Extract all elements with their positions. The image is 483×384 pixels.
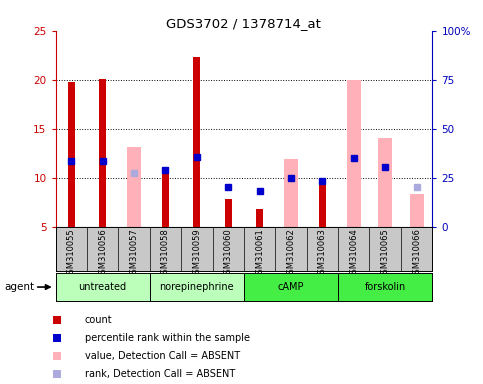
Bar xyxy=(68,82,75,227)
Text: rank, Detection Call = ABSENT: rank, Detection Call = ABSENT xyxy=(85,369,235,379)
Bar xyxy=(410,194,424,227)
Bar xyxy=(256,209,263,227)
Text: count: count xyxy=(85,315,112,325)
Text: agent: agent xyxy=(5,282,35,292)
Bar xyxy=(99,79,106,227)
Bar xyxy=(347,80,361,227)
Text: percentile rank within the sample: percentile rank within the sample xyxy=(85,333,250,343)
Bar xyxy=(193,57,200,227)
Text: GSM310063: GSM310063 xyxy=(318,228,327,279)
Bar xyxy=(284,159,298,227)
Text: GSM310061: GSM310061 xyxy=(255,228,264,279)
Bar xyxy=(244,273,338,301)
Text: GSM310062: GSM310062 xyxy=(286,228,296,279)
Text: untreated: untreated xyxy=(79,282,127,292)
Text: GSM310058: GSM310058 xyxy=(161,228,170,279)
Text: cAMP: cAMP xyxy=(278,282,304,292)
Text: GSM310059: GSM310059 xyxy=(192,228,201,278)
Bar xyxy=(127,147,141,227)
Text: GSM310065: GSM310065 xyxy=(381,228,390,279)
Text: GSM310055: GSM310055 xyxy=(67,228,76,278)
Text: GSM310064: GSM310064 xyxy=(349,228,358,279)
Bar xyxy=(162,169,169,227)
Bar xyxy=(338,273,432,301)
Bar xyxy=(378,139,392,227)
Bar xyxy=(319,180,326,227)
Text: GSM310056: GSM310056 xyxy=(98,228,107,279)
Title: GDS3702 / 1378714_at: GDS3702 / 1378714_at xyxy=(167,17,321,30)
Bar xyxy=(225,199,232,227)
Text: GSM310066: GSM310066 xyxy=(412,228,421,279)
Bar xyxy=(150,273,244,301)
Text: norepinephrine: norepinephrine xyxy=(159,282,234,292)
Bar xyxy=(56,273,150,301)
Text: GSM310060: GSM310060 xyxy=(224,228,233,279)
Text: value, Detection Call = ABSENT: value, Detection Call = ABSENT xyxy=(85,351,240,361)
Text: forskolin: forskolin xyxy=(365,282,406,292)
Text: GSM310057: GSM310057 xyxy=(129,228,139,279)
